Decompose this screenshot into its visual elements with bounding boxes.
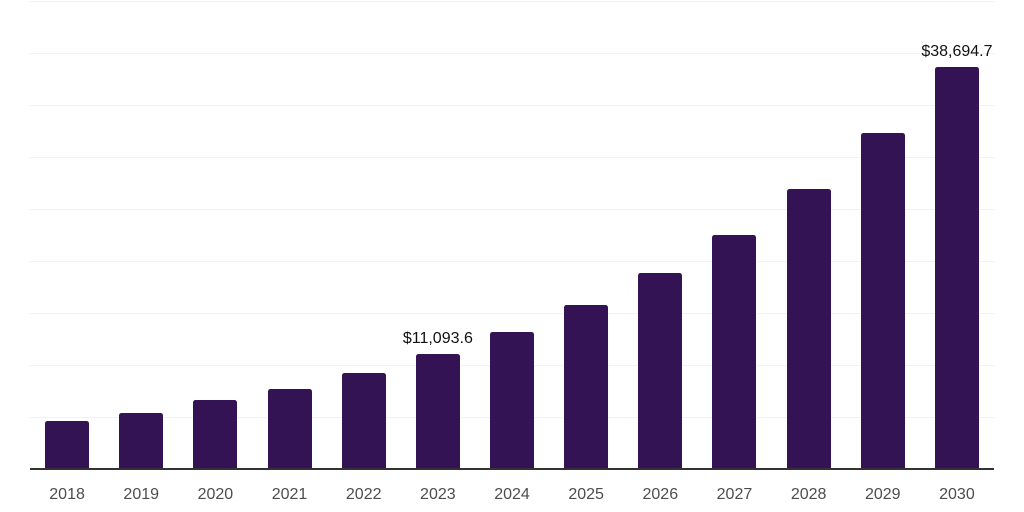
x-tick-2020: 2020 bbox=[197, 486, 234, 503]
x-tick-2027: 2027 bbox=[716, 486, 753, 503]
x-tick-2022: 2022 bbox=[345, 486, 382, 503]
bar-2020 bbox=[193, 400, 238, 469]
x-tick-2026: 2026 bbox=[642, 486, 679, 503]
x-tick-2030: 2030 bbox=[939, 486, 975, 503]
bar-2030 bbox=[934, 66, 979, 469]
bar-2019 bbox=[119, 412, 164, 469]
x-tick-2019: 2019 bbox=[123, 486, 160, 503]
x-tick-2021: 2021 bbox=[271, 486, 308, 503]
x-axis-line bbox=[30, 468, 994, 470]
value-label-2030: $38,694.7 bbox=[921, 42, 993, 60]
x-tick-2028: 2028 bbox=[790, 486, 827, 503]
gridline-25000 bbox=[30, 209, 994, 210]
bar-2018 bbox=[45, 420, 90, 469]
bar-2027 bbox=[712, 235, 757, 469]
gridline-45000 bbox=[30, 1, 994, 2]
x-tick-2023: 2023 bbox=[420, 486, 456, 503]
value-label-2023: $11,093.6 bbox=[402, 329, 473, 347]
x-tick-2025: 2025 bbox=[568, 486, 604, 503]
bar-2029 bbox=[860, 133, 905, 469]
bar-2028 bbox=[786, 189, 831, 469]
gridline-15000 bbox=[30, 313, 994, 314]
bar-2021 bbox=[267, 388, 312, 469]
bar-2026 bbox=[638, 272, 683, 469]
gridline-20000 bbox=[30, 261, 994, 262]
gridline-40000 bbox=[30, 53, 994, 54]
gridline-35000 bbox=[30, 105, 994, 106]
gridline-30000 bbox=[30, 157, 994, 158]
bar-2023 bbox=[415, 353, 460, 469]
bar-2024 bbox=[490, 331, 534, 469]
bar-2025 bbox=[564, 304, 609, 469]
x-tick-2018: 2018 bbox=[49, 486, 85, 503]
x-tick-2029: 2029 bbox=[864, 486, 901, 503]
x-tick-2024: 2024 bbox=[494, 486, 530, 503]
bar-2022 bbox=[341, 373, 386, 469]
